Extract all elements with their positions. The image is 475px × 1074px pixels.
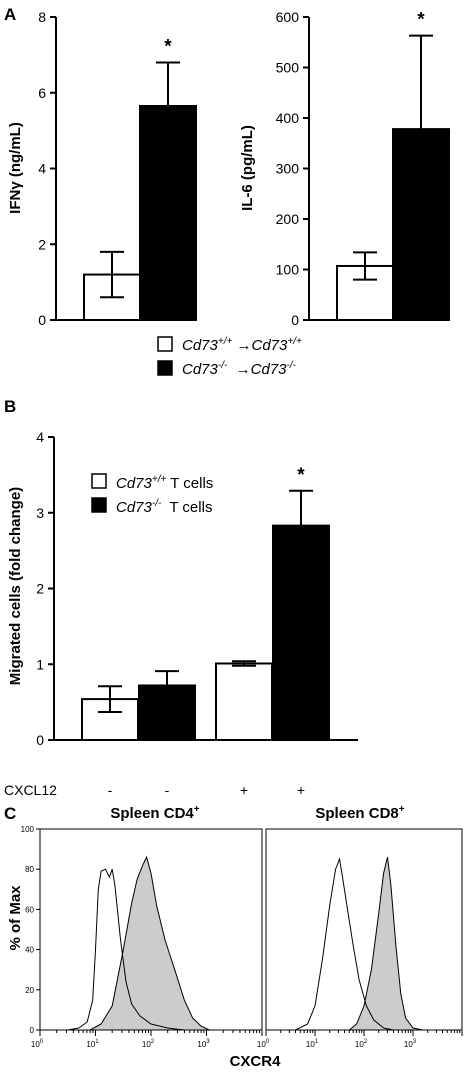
migration-bar-chart: Migrated cells (fold change) 0 1 2 3 4 * [7,429,358,748]
cd4-xtick-label: 103 [197,1039,210,1049]
ifng-ytick-label: 0 [38,312,46,328]
migration-ytick-label: 1 [36,656,44,672]
cd8-xtick-label: 101 [306,1039,319,1049]
il6-ytick-label: 0 [291,312,299,328]
ifng-bar [139,105,197,321]
migration-ytick-label: 0 [36,732,44,748]
il6-ytick-label: 300 [276,161,300,177]
cd4-title: Spleen CD4+ [110,804,199,822]
migration-significance-marker: * [297,465,305,486]
il6-ytick-label: 600 [276,9,300,25]
ifng-ytick-label: 4 [38,161,46,177]
cd8-plot-frame [265,828,463,1031]
cd4-filled-histogram [89,855,210,1031]
migration-bar [215,662,273,741]
panel-b-letter: B [4,397,16,416]
cd4-histogram: Spleen CD4+ % of Max 0 20 40 60 80 100 100 101 1… [7,804,263,1049]
ifng-ytick-label: 2 [38,236,46,252]
cd4-ytick-label: 0 [30,1026,35,1035]
cd4-ytick-label: 60 [25,905,34,914]
migration-bar [138,684,196,742]
il6-ytick-label: 100 [276,262,300,278]
ifng-significance-marker: * [164,36,172,57]
legend-b-swatch-wt [91,473,107,489]
migration-ytick-label: 3 [36,505,44,521]
il6-ylabel: IL-6 (pg/mL) [239,125,256,211]
cd8-open-histogram [295,857,394,1031]
migration-ytick-label: 4 [36,429,44,445]
cxcl12-value: + [240,782,248,798]
cxcl12-row: CXCL12 - - + + [4,782,305,798]
cxcl12-label: CXCL12 [4,782,57,798]
cd4-ytick-label: 20 [25,986,34,995]
ifng-ylabel: IFNγ (ng/mL) [7,122,24,214]
legend-b-label-ko: Cd73-/- T cells [116,498,212,516]
cd4-ytick-label: 100 [21,825,35,834]
il6-ytick-label: 200 [276,211,300,227]
cd8-title: Spleen CD8+ [315,804,404,822]
legend-a-label-wt: Cd73+/+ →Cd73+/+ [182,336,302,354]
legend-b-label-wt: Cd73+/+ T cells [116,474,213,492]
cxcl12-value: - [108,782,113,798]
cd4-xtick-label: 102 [142,1039,155,1049]
migration-bar [272,524,330,741]
cxcl12-value: - [165,782,170,798]
il6-ytick-label: 500 [276,60,300,76]
ifng-bar-chart: IFNγ (ng/mL) 0 2 4 6 8 * [7,9,197,328]
legend-b: Cd73+/+ T cells Cd73-/- T cells [91,473,213,516]
il6-significance-marker: * [417,10,425,31]
panel-a-letter: A [4,5,16,24]
migration-ylabel: Migrated cells (fold change) [7,487,24,685]
il6-ytick-label: 400 [276,110,300,126]
ifng-ytick-label: 6 [38,85,46,101]
legend-a-swatch-ko [157,360,173,376]
cd4-ytick-label: 80 [25,865,34,874]
legend-a-swatch-wt [157,336,173,352]
cd4-xtick-label: 100 [31,1039,44,1049]
cd8-histogram: Spleen CD8+ 100 101 102 103 [257,804,463,1049]
cd4-open-histogram [67,868,185,1031]
cd4-ytick-label: 40 [25,946,34,955]
legend-a: Cd73+/+ →Cd73+/+ Cd73-/- →Cd73-/- [157,336,302,378]
cd8-filled-histogram [347,856,423,1031]
legend-a-label-ko: Cd73-/- →Cd73-/- [182,360,297,378]
legend-b-swatch-ko [91,497,107,513]
cd4-xtick-label: 101 [86,1039,99,1049]
il6-bar-chart: IL-6 (pg/mL) 0 100 200 300 400 500 600 * [239,9,450,328]
cxcl12-value: + [297,782,305,798]
cd8-xtick-label: 103 [404,1039,417,1049]
histogram-ylabel: % of Max [7,885,24,951]
ifng-ytick-label: 8 [38,9,46,25]
cxcr4-xlabel: CXCR4 [230,1053,282,1070]
cd8-xtick-label: 102 [355,1039,368,1049]
cd8-xtick-label: 100 [257,1039,270,1049]
il6-bar [392,128,450,321]
migration-ytick-label: 2 [36,581,44,597]
panel-c-letter: C [4,804,16,823]
